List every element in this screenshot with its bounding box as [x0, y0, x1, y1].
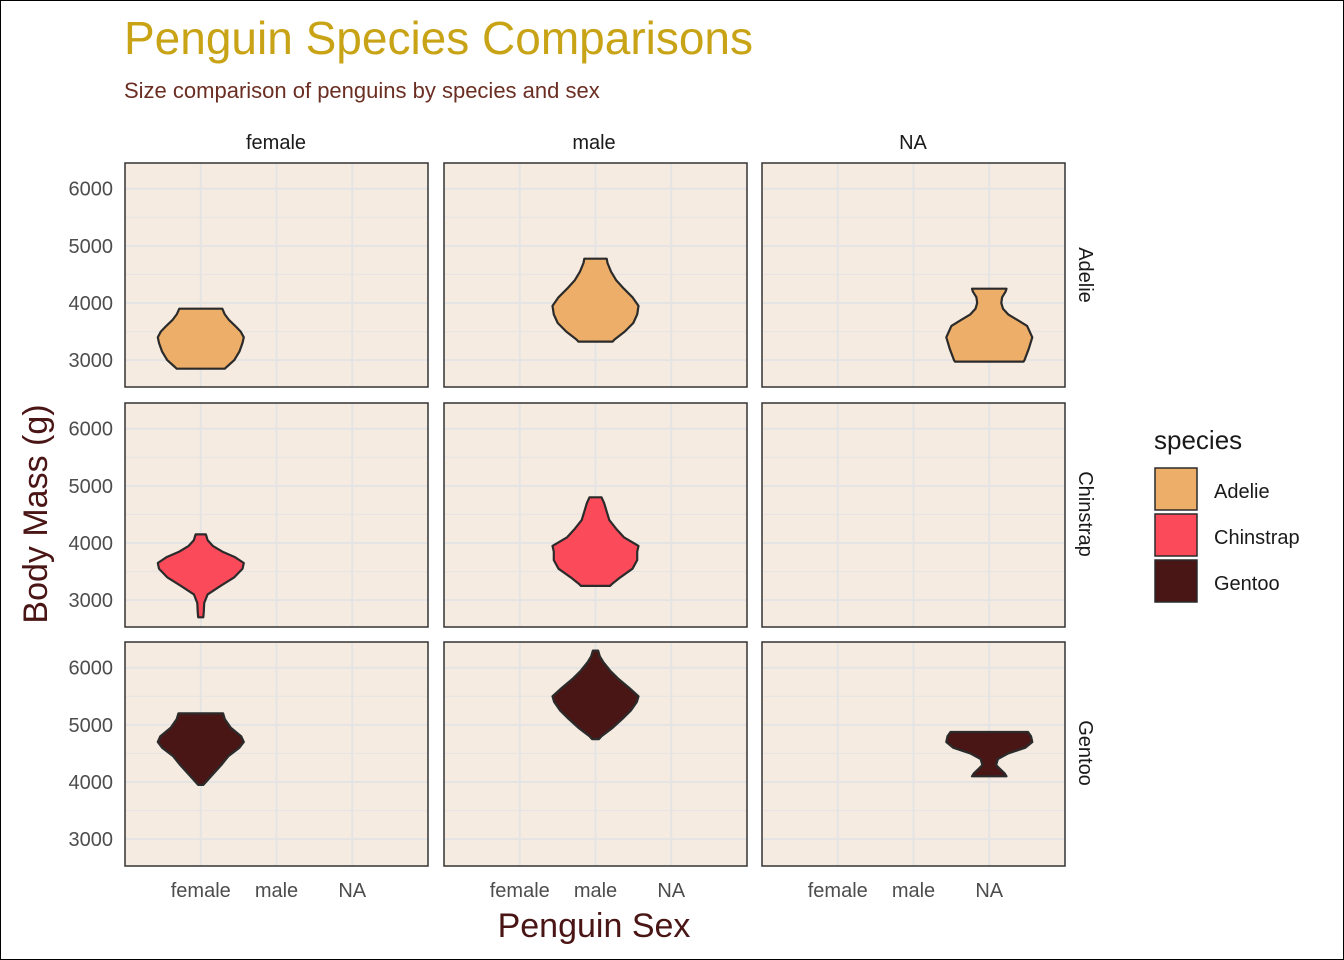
facet-panels: 3000 4000 5000 6000 3000 4000 5000 6000 3000 4000… [69, 162, 1066, 902]
x-tick-label: female [490, 880, 550, 902]
panel-border [443, 162, 748, 388]
strip-row-chinstrap: Chinstrap [1074, 471, 1096, 557]
y-tick-label: 4000 [69, 293, 114, 315]
y-tick-label: 5000 [69, 715, 114, 737]
strip-col-female: female [246, 132, 306, 154]
strip-col-male: male [572, 132, 615, 154]
legend-key-chinstrap [1154, 513, 1198, 557]
panel-border [124, 402, 429, 628]
x-tick-label: male [574, 880, 617, 902]
violin-gentoo-male [551, 649, 640, 741]
strip-row-gentoo: Gentoo [1074, 720, 1096, 786]
violin-chinstrap-male [551, 496, 640, 587]
x-tick-label: NA [975, 880, 1003, 902]
panel-border [761, 402, 1066, 628]
violin-gentoo-na [945, 730, 1034, 778]
x-axis-title: Penguin Sex [498, 907, 691, 945]
violin-chinstrap-female [156, 533, 245, 619]
y-tick-label: 6000 [69, 419, 114, 441]
panel-border [761, 641, 1066, 867]
panel-border [443, 641, 748, 867]
x-tick-label: female [171, 880, 231, 902]
y-tick-label: 6000 [69, 179, 114, 201]
panel-border [443, 402, 748, 628]
violin-gentoo-female [156, 712, 245, 786]
y-tick-label: 6000 [69, 658, 114, 680]
legend-title: species [1154, 425, 1242, 455]
y-tick-label: 4000 [69, 772, 114, 794]
y-tick-label: 5000 [69, 236, 114, 258]
x-tick-label: male [892, 880, 935, 902]
x-tick-label: male [255, 880, 298, 902]
x-tick-label: NA [338, 880, 366, 902]
chart-subtitle: Size comparison of penguins by species a… [124, 78, 600, 103]
y-tick-label: 5000 [69, 476, 114, 498]
legend-label-chinstrap: Chinstrap [1214, 527, 1300, 549]
panel-border [124, 641, 429, 867]
x-tick-label: NA [657, 880, 685, 902]
y-tick-label: 3000 [69, 829, 114, 851]
y-tick-label: 4000 [69, 533, 114, 555]
violin-adelie-na [945, 287, 1034, 363]
y-tick-label: 3000 [69, 590, 114, 612]
legend-label-gentoo: Gentoo [1214, 573, 1280, 595]
y-tick-label: 3000 [69, 350, 114, 372]
violin-adelie-female [156, 307, 245, 370]
y-axis-title: Body Mass (g) [17, 404, 55, 623]
violin-adelie-male [551, 257, 640, 343]
x-tick-label: female [808, 880, 868, 902]
legend-label-adelie: Adelie [1214, 481, 1270, 503]
strip-row-adelie: Adelie [1074, 247, 1096, 303]
legend: species Adelie Chinstrap Gentoo [1154, 425, 1300, 603]
panel-border [761, 162, 1066, 388]
chart-title: Penguin Species Comparisons [124, 12, 753, 64]
legend-key-gentoo [1154, 559, 1198, 603]
strip-col-na: NA [899, 132, 927, 154]
legend-key-adelie [1154, 467, 1198, 511]
panel-border [124, 162, 429, 388]
